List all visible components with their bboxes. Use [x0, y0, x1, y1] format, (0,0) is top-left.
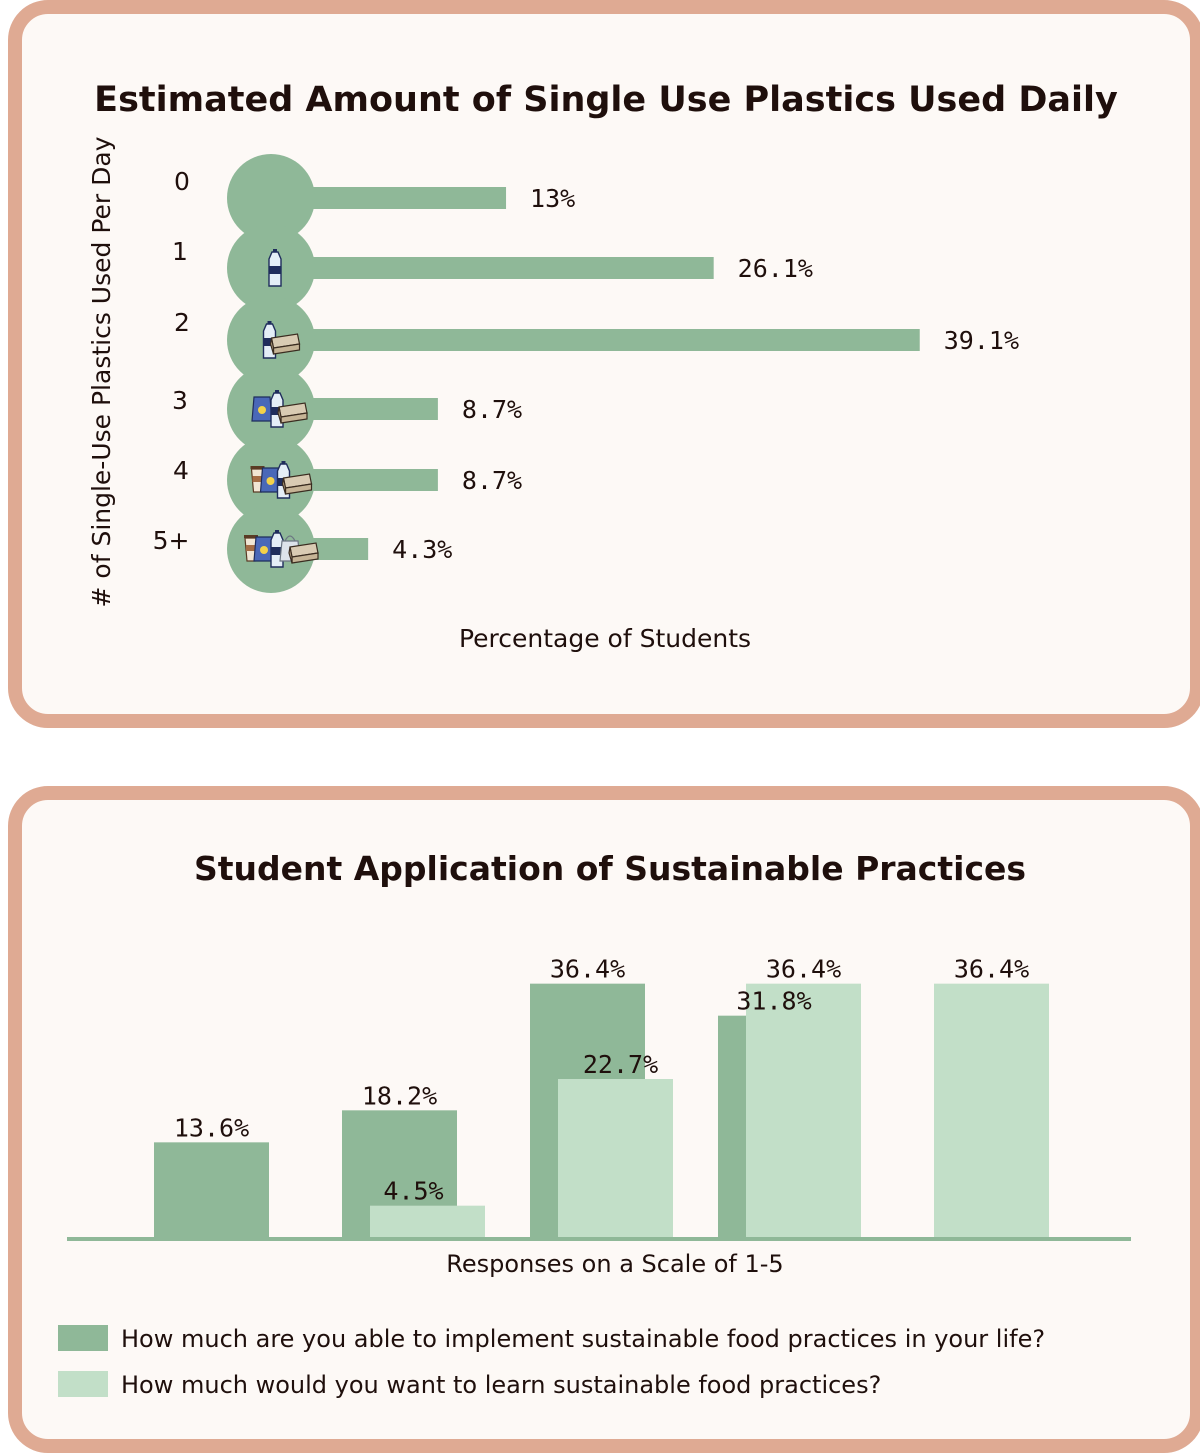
value-label: 26.1% — [738, 254, 813, 283]
bar-want-to-learn — [746, 983, 861, 1237]
value-label: 13% — [530, 184, 575, 213]
plastic-bottle-icon — [268, 249, 282, 287]
chip-bag-icon — [251, 396, 273, 422]
plastics-bar-chart: # of Single-Use Plastics Used Per Day Pe… — [87, 136, 1019, 653]
value-label: 8.7% — [462, 395, 522, 424]
category-labels: 0 1 2 3 4 5+ — [153, 167, 190, 555]
bar — [280, 329, 920, 351]
takeout-container-icon — [288, 542, 319, 564]
value-labels: 13.6% 18.2% 36.4% 31.8% 4.5% 22.7% 36.4% 36.4% — [174, 955, 1029, 1206]
bar-want-to-learn — [558, 1079, 673, 1237]
value-label: 8.7% — [462, 466, 522, 495]
takeout-container-icon — [269, 333, 301, 355]
x-axis-label: Responses on a Scale of 1-5 — [446, 1250, 783, 1278]
bar — [280, 257, 714, 279]
takeout-container-icon — [281, 473, 313, 495]
plastics-chart-card: Estimated Amount of Single Use Plastics … — [8, 0, 1200, 728]
value-label: 18.2% — [362, 1081, 437, 1110]
bar-able-to-implement — [154, 1142, 269, 1237]
value-label: 31.8% — [736, 987, 811, 1016]
value-label: 36.4% — [954, 955, 1029, 984]
category-label: 5+ — [153, 526, 190, 555]
category-label: 2 — [174, 308, 190, 337]
bar-want-to-learn — [934, 983, 1049, 1237]
bar — [280, 469, 438, 491]
category-circle — [227, 154, 315, 242]
takeout-container-icon — [277, 402, 308, 424]
legend-swatch — [58, 1371, 108, 1397]
legend-label: How much are you able to implement susta… — [121, 1325, 1045, 1353]
chart-title: Estimated Amount of Single Use Plastics … — [94, 80, 1118, 120]
category-icons — [244, 249, 319, 568]
x-axis-label: Percentage of Students — [459, 624, 751, 653]
value-labels: 13% 26.1% 39.1% 8.7% 8.7% 4.3% — [392, 184, 1019, 564]
category-label: 3 — [172, 386, 188, 415]
bar-want-to-learn — [370, 1205, 485, 1237]
bar — [280, 398, 438, 420]
value-label: 36.4% — [550, 955, 625, 984]
legend-label: How much would you want to learn sustain… — [121, 1371, 881, 1399]
chip-bag-icon — [259, 467, 282, 493]
category-label: 0 — [174, 167, 190, 196]
bar — [280, 187, 507, 209]
legend-swatch — [58, 1325, 108, 1351]
value-label: 13.6% — [174, 1113, 249, 1142]
value-label: 4.5% — [383, 1177, 443, 1206]
value-label: 36.4% — [766, 955, 841, 984]
legend: How much are you able to implement susta… — [58, 1325, 1045, 1399]
chart-title: Student Application of Sustainable Pract… — [193, 849, 1027, 888]
value-label: 39.1% — [944, 326, 1019, 355]
practice-bars — [154, 983, 1049, 1237]
value-label: 4.3% — [392, 535, 452, 564]
category-label: 1 — [172, 237, 188, 266]
category-label: 4 — [173, 456, 189, 485]
y-axis-label: # of Single-Use Plastics Used Per Day — [87, 136, 116, 607]
value-label: 22.7% — [583, 1050, 658, 1079]
